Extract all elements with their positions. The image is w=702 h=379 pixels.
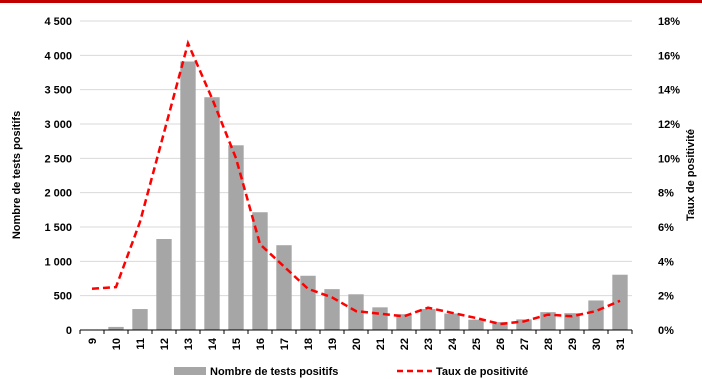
y-tick-label: 1 000 [44,256,72,268]
y-tick-label: 500 [54,291,72,303]
x-tick-label: 28 [543,338,555,350]
bar-series [84,61,628,330]
legend: Nombre de tests positifs Taux de positiv… [174,366,528,378]
y-tick-label: 3 000 [44,119,72,131]
bar [396,314,412,330]
bar [372,307,388,330]
y-tick-label: 2 000 [44,188,72,200]
y2-tick-label: 16% [658,50,680,62]
bar [252,212,268,330]
y-axis-title: Nombre de tests positifs [11,111,23,239]
x-tick-label: 31 [615,338,627,350]
x-tick-label: 19 [327,338,339,350]
y-tick-label: 3 500 [44,85,72,97]
x-tick-label: 15 [231,338,243,350]
y-tick-label: 4 000 [44,50,72,62]
legend-label-bar: Nombre de tests positifs [210,366,338,378]
x-tick-label: 11 [135,338,147,350]
x-tick-label: 9 [87,338,99,344]
bar [588,300,604,330]
y2-tick-label: 10% [658,153,680,165]
bar [444,313,460,330]
y2-tick-label: 8% [658,188,674,200]
bar [276,245,292,330]
bar [108,326,124,330]
x-tick-label: 27 [519,338,531,350]
y2-tick-label: 2% [658,291,674,303]
y2-tick-label: 18% [658,16,680,28]
x-tick-label: 21 [375,338,387,350]
y2-tick-label: 6% [658,222,674,234]
bar [204,97,220,330]
bar [564,313,580,330]
bar [612,274,628,330]
line-series [91,39,621,326]
y-tick-label: 4 500 [44,16,72,28]
x-tick-label: 26 [495,338,507,350]
x-tick-label: 23 [423,338,435,350]
legend-label-line: Taux de positivité [436,366,528,378]
gridlines [80,20,632,297]
legend-swatch-bar [174,367,206,375]
x-tick-label: 17 [279,338,291,350]
x-tick-label: 13 [183,338,195,350]
bar [516,319,532,330]
bar [420,309,436,330]
bar [468,319,484,330]
x-tick-label: 25 [471,338,483,350]
x-tick-label: 10 [111,338,123,350]
bar [180,61,196,330]
x-tick-labels: 9 10 11 12 13 14 15 16 17 18 19 20 21 22 23 24 25 26 27 28 2… [87,337,627,350]
x-tick-label: 22 [399,338,411,350]
x-tick-label: 14 [207,337,219,350]
bar [156,239,172,330]
y-tick-label: 1 500 [44,222,72,234]
y2-tick-label: 0% [658,325,674,337]
x-tick-label: 16 [255,338,267,350]
x-tick-label: 20 [351,338,363,350]
y2-tick-label: 14% [658,85,680,97]
y2-tick-label: 4% [658,256,674,268]
y2-axis-title: Taux de positivité [685,129,697,221]
top-accent-bar [0,0,702,3]
left-tick-labels: 0 500 1 000 1 500 2 000 2 500 3 000 3 500 4 000 4… [44,16,72,337]
x-tick-label: 24 [447,337,459,350]
x-tick-label: 12 [159,338,171,350]
x-tick-label: 29 [567,338,579,350]
right-tick-labels: 0% 2% 4% 6% 8% 10% 12% 14% 16% 18% [658,16,680,337]
y-tick-label: 0 [66,325,72,337]
y-tick-label: 2 500 [44,153,72,165]
bar [228,145,244,330]
y2-tick-label: 12% [658,119,680,131]
x-tick-label: 30 [591,338,603,350]
x-tick-label: 18 [303,338,315,350]
axes [79,329,633,334]
bar [492,322,508,330]
bar [132,309,148,330]
